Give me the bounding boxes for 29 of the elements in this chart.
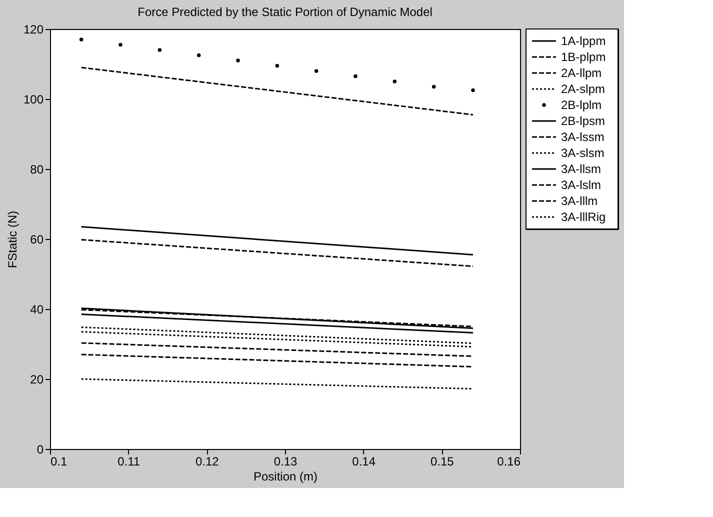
chart-title: Force Predicted by the Static Portion of Dynamic Model — [138, 5, 432, 19]
legend-label: 3A-lssm — [561, 130, 604, 144]
x-axis-title: Position (m) — [253, 470, 318, 484]
legend-label: 2B-lpsm — [561, 114, 606, 128]
legend-label: 1B-plpm — [561, 50, 606, 64]
y-tick-label: 60 — [30, 232, 44, 246]
legend-label: 3A-lllRig — [561, 210, 606, 224]
legend-label: 3A-lllm — [561, 194, 598, 208]
legend-label: 3A-lslm — [561, 178, 602, 192]
y-tick-label: 40 — [30, 302, 44, 316]
legend-label: 3A-llsm — [561, 162, 602, 176]
y-tick-label: 120 — [23, 22, 44, 36]
legend-label: 2B-lplm — [561, 98, 602, 112]
y-tick-label: 20 — [30, 372, 44, 386]
x-tick-label: 0.16 — [497, 454, 521, 468]
y-tick-label: 80 — [30, 162, 44, 176]
x-tick-label: 0.13 — [274, 454, 298, 468]
x-tick-label: 0.15 — [430, 454, 454, 468]
y-axis-title: FStatic (N) — [5, 210, 20, 268]
y-tick-label: 100 — [23, 92, 44, 106]
x-tick-label: 0.1 — [50, 454, 68, 468]
x-tick-label: 0.11 — [118, 454, 140, 468]
legend-label: 2A-llpm — [561, 66, 602, 80]
x-tick-label: 0.14 — [352, 454, 376, 468]
legend-label: 1A-lppm — [561, 34, 606, 48]
y-tick-label: 0 — [36, 442, 44, 456]
legend-label: 2A-slpm — [561, 82, 606, 96]
legend-label: 3A-slsm — [561, 146, 604, 160]
x-tick-label: 0.12 — [195, 454, 220, 468]
